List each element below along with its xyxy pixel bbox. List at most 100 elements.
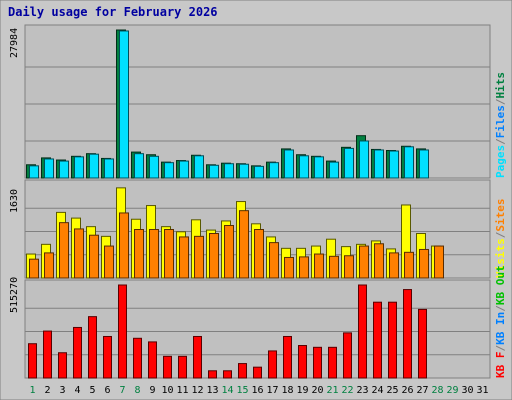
x-tick-label: 2: [44, 385, 50, 396]
bar-kb-f-day-23: [358, 284, 367, 379]
legend-entry: KB In: [494, 312, 507, 345]
panel-legend: KB F/KB In/KB Out: [494, 265, 507, 378]
x-tick-label: 12: [191, 385, 203, 396]
bar-sites-day-8: [134, 229, 144, 279]
bar-sites-day-7: [119, 212, 129, 279]
x-tick-label: 11: [176, 385, 188, 396]
bar-pages-day-1: [29, 165, 39, 179]
bar-sites-day-21: [329, 255, 339, 279]
x-tick-label: 19: [296, 385, 308, 396]
bar-kb-f-day-14: [223, 370, 232, 379]
x-tick-label: 9: [149, 385, 155, 396]
x-tick-label: 18: [281, 385, 293, 396]
bar-pages-day-26: [404, 146, 414, 179]
x-tick-label: 27: [416, 385, 428, 396]
bar-pages-day-22: [344, 147, 354, 179]
bar-pages-day-19: [299, 155, 309, 179]
x-tick-label: 8: [134, 385, 140, 396]
bar-kb-f-day-6: [103, 335, 112, 379]
legend-entry: Visits: [494, 238, 507, 278]
legend-entry: Files: [494, 105, 507, 138]
bar-pages-day-23: [359, 140, 369, 179]
bar-sites-day-19: [299, 256, 309, 279]
bar-pages-day-27: [419, 149, 429, 179]
bar-kb-f-day-5: [88, 316, 97, 379]
x-tick-label: 20: [311, 385, 323, 396]
x-tick-label: 26: [401, 385, 413, 396]
bar-kb-f-day-26: [403, 289, 412, 379]
x-tick-label: 4: [74, 385, 80, 396]
bar-pages-day-16: [254, 165, 264, 179]
chart-title: Daily usage for February 2026: [8, 5, 218, 19]
bar-sites-day-5: [89, 234, 99, 279]
x-tick-label: 31: [476, 385, 488, 396]
panel-background: [24, 279, 491, 379]
x-tick-label: 30: [461, 385, 473, 396]
bar-pages-day-15: [239, 163, 249, 179]
bar-sites-day-11: [179, 236, 189, 279]
bar-sites-day-1: [29, 258, 39, 279]
bar-kb-f-day-25: [388, 301, 397, 379]
bar-kb-f-day-11: [178, 355, 187, 379]
bar-kb-f-day-19: [298, 345, 307, 379]
bar-kb-f-day-10: [163, 355, 172, 379]
bar-kb-f-day-16: [253, 366, 262, 379]
bar-sites-day-28: [434, 245, 444, 279]
x-tick-label: 16: [251, 385, 263, 396]
bar-kb-f-day-8: [133, 337, 142, 379]
x-tick-label: 21: [326, 385, 338, 396]
x-tick-label: 14: [221, 385, 233, 396]
bar-sites-day-26: [404, 251, 414, 279]
x-tick-label: 6: [104, 385, 110, 396]
bar-pages-day-18: [284, 149, 294, 179]
bar-kb-f-day-12: [193, 335, 202, 379]
bar-sites-day-23: [359, 245, 369, 279]
legend-entry: /: [494, 138, 507, 145]
x-tick-label: 5: [89, 385, 95, 396]
panel-max-label: 1630: [9, 189, 20, 213]
x-tick-label: 28: [431, 385, 443, 396]
bar-pages-day-13: [209, 164, 219, 179]
legend-entry: Hits: [494, 72, 507, 99]
legend-entry: /: [494, 345, 507, 352]
bar-sites-day-18: [284, 256, 294, 279]
bar-pages-day-14: [224, 163, 234, 179]
x-tick-label: 7: [119, 385, 125, 396]
x-tick-label: 25: [386, 385, 398, 396]
bar-sites-day-12: [194, 235, 204, 279]
legend-entry: /: [494, 98, 507, 105]
bar-sites-day-4: [74, 228, 84, 279]
chart-panels: 27984Pages/Files/Hits1630Visits/Sites515…: [9, 24, 507, 379]
bar-pages-day-9: [149, 155, 159, 179]
legend-entry: Pages: [494, 145, 507, 178]
bar-sites-day-22: [344, 255, 354, 279]
x-tick-label: 23: [356, 385, 368, 396]
bar-kb-f-day-20: [313, 346, 322, 379]
bar-pages-day-12: [194, 155, 204, 179]
x-tick-label: 3: [59, 385, 65, 396]
bar-sites-day-27: [419, 248, 429, 279]
bar-pages-day-17: [269, 162, 279, 179]
bar-pages-day-8: [134, 153, 144, 179]
bar-sites-day-25: [389, 252, 399, 279]
x-tick-label: 1: [29, 385, 35, 396]
panel-max-label: 27984: [9, 28, 20, 58]
bar-pages-day-11: [179, 160, 189, 179]
bar-sites-day-10: [164, 229, 174, 279]
bar-kb-f-day-4: [73, 326, 82, 379]
x-tick-label: 17: [266, 385, 278, 396]
panel-legend: Pages/Files/Hits: [494, 72, 507, 178]
bar-sites-day-16: [254, 229, 264, 279]
x-tick-label: 24: [371, 385, 383, 396]
bar-kb-f-day-22: [343, 332, 352, 379]
bar-pages-day-10: [164, 162, 174, 179]
bar-pages-day-7: [119, 30, 129, 179]
legend-entry: KB F: [494, 352, 507, 379]
bar-kb-f-day-18: [283, 335, 292, 379]
bar-kb-f-day-24: [373, 301, 382, 379]
bar-sites-day-9: [149, 229, 159, 279]
panel-visits-sites: 1630 Visits/Sites: [9, 179, 507, 279]
x-tick-label: 13: [206, 385, 218, 396]
